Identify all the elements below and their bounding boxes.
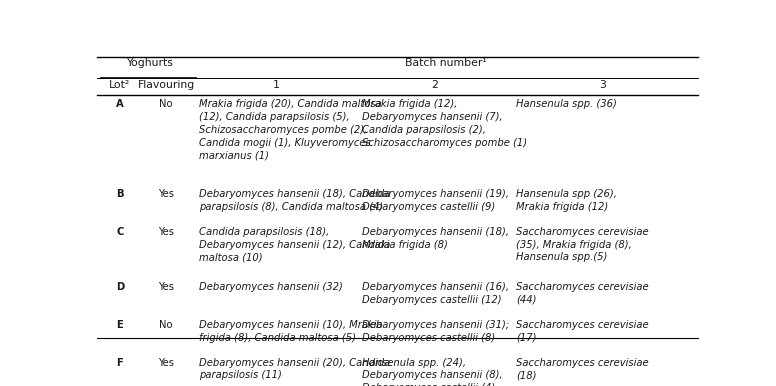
Text: B: B [116, 189, 123, 199]
Text: Yes: Yes [158, 227, 174, 237]
Text: D: D [116, 282, 124, 292]
Text: Saccharomyces cerevisiae
(44): Saccharomyces cerevisiae (44) [516, 282, 649, 305]
Text: 1: 1 [273, 80, 279, 90]
Text: E: E [116, 320, 123, 330]
Text: Debaryomyces hansenii (16),
Debaryomyces castellii (12): Debaryomyces hansenii (16), Debaryomyces… [362, 282, 508, 305]
Text: Lot²: Lot² [109, 80, 130, 90]
Text: Debaryomyces hansenii (10), Mrakia
frigida (8), Candida maltosa (5): Debaryomyces hansenii (10), Mrakia frigi… [199, 320, 383, 342]
Text: Yes: Yes [158, 357, 174, 367]
Text: Debaryomyces hansenii (20), Candida
parapsilosis (11): Debaryomyces hansenii (20), Candida para… [199, 357, 390, 380]
Text: A: A [116, 99, 123, 109]
Text: Mrakia frigida (20), Candida maltosa
(12), Candida parapsilosis (5),
Schizosacch: Mrakia frigida (20), Candida maltosa (12… [199, 99, 382, 161]
Text: Hansenula spp. (24),
Debaryomyces hansenii (8),
Debaryomyces castellii (4): Hansenula spp. (24), Debaryomyces hansen… [362, 357, 502, 386]
Text: Saccharomyces cerevisiae
(35), Mrakia frigida (8),
Hansenula spp.(5): Saccharomyces cerevisiae (35), Mrakia fr… [516, 227, 649, 262]
Text: Yes: Yes [158, 189, 174, 199]
Text: Saccharomyces cerevisiae
(18): Saccharomyces cerevisiae (18) [516, 357, 649, 380]
Text: Yes: Yes [158, 282, 174, 292]
Text: 2: 2 [431, 80, 438, 90]
Text: Mrakia frigida (12),
Debaryomyces hansenii (7),
Candida parapsilosis (2),
Schizo: Mrakia frigida (12), Debaryomyces hansen… [362, 99, 527, 147]
Text: C: C [116, 227, 123, 237]
Text: No: No [159, 320, 173, 330]
Text: Hansenula spp (26),
Mrakia frigida (12): Hansenula spp (26), Mrakia frigida (12) [516, 189, 617, 212]
Text: Candida parapsilosis (18),
Debaryomyces hansenii (12), Candida
maltosa (10): Candida parapsilosis (18), Debaryomyces … [199, 227, 390, 262]
Text: Yoghurts: Yoghurts [126, 58, 173, 68]
Text: Debaryomyces hansenii (18), Candida
parapsilosis (8), Candida maltosa (4): Debaryomyces hansenii (18), Candida para… [199, 189, 390, 212]
Text: Saccharomyces cerevisiae
(17): Saccharomyces cerevisiae (17) [516, 320, 649, 342]
Text: Debaryomyces hansenii (32): Debaryomyces hansenii (32) [199, 282, 343, 292]
Text: Flavouring: Flavouring [137, 80, 195, 90]
Text: Batch number¹: Batch number¹ [405, 58, 487, 68]
Text: Hansenula spp. (36): Hansenula spp. (36) [516, 99, 617, 109]
Text: F: F [116, 357, 123, 367]
Text: Debaryomyces hansenii (19),
Debaryomyces castellii (9): Debaryomyces hansenii (19), Debaryomyces… [362, 189, 508, 212]
Text: Debaryomyces hansenii (31);
Debaryomyces castellii (8): Debaryomyces hansenii (31); Debaryomyces… [362, 320, 509, 342]
Text: 3: 3 [599, 80, 605, 90]
Text: Debaryomyces hansenii (18),
Mrakia frigida (8): Debaryomyces hansenii (18), Mrakia frigi… [362, 227, 508, 250]
Text: No: No [159, 99, 173, 109]
